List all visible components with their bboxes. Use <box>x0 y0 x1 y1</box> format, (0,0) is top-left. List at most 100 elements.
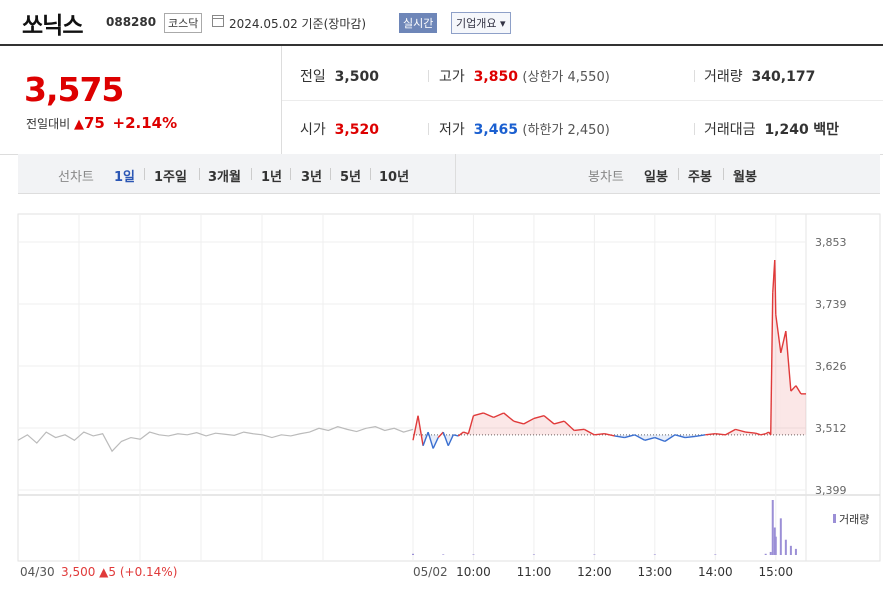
low-label: 저가 <box>439 122 465 138</box>
price-change: 전일대비 ▲75 +2.14% <box>26 114 177 132</box>
volume-bar <box>653 554 656 555</box>
volume-bar <box>794 548 797 555</box>
up-segment <box>563 420 575 431</box>
tab-divider <box>330 168 331 180</box>
down-segment <box>453 434 459 437</box>
up-segment <box>755 432 761 436</box>
fill-segment <box>473 412 484 435</box>
tabs-divider <box>455 154 456 194</box>
volume-value: 340,177 <box>751 69 816 85</box>
up-arrow-icon: ▲ <box>74 117 84 132</box>
up-segment <box>583 428 595 436</box>
tab-daily-candle[interactable]: 일봉 <box>644 170 668 185</box>
tab-5year[interactable]: 5년 <box>340 170 362 185</box>
company-overview-dropdown[interactable]: 기업개요 ▾ <box>451 12 511 34</box>
x-tick-label: 04/30 <box>20 565 55 579</box>
stock-header: 쏘닉스 088280 코스닥 2024.05.02 기준(장마감) 실시간 기업… <box>0 0 883 44</box>
quote-divider <box>281 46 282 154</box>
up-segment <box>715 433 726 436</box>
volume-bar <box>771 500 774 555</box>
volume-bar <box>472 554 475 555</box>
tab-monthly-candle[interactable]: 월봉 <box>733 170 757 185</box>
fill-segment <box>795 385 801 435</box>
y-tick-label: 3,399 <box>815 484 847 497</box>
up-segment <box>770 292 774 435</box>
tab-3month[interactable]: 3개월 <box>208 170 241 185</box>
down-segment <box>447 434 454 447</box>
stock-code: 088280 <box>106 15 157 29</box>
header-divider <box>0 44 883 46</box>
calendar-icon <box>212 15 224 27</box>
tab-1week[interactable]: 1주일 <box>154 170 187 185</box>
up-segment <box>467 415 475 434</box>
x-tick-label: 15:00 <box>758 565 793 579</box>
down-segment <box>427 431 434 449</box>
tab-10year[interactable]: 10년 <box>379 170 410 185</box>
down-segment <box>614 435 625 439</box>
tab-divider <box>723 168 724 180</box>
intraday-price-chart: 3,853 3,739 3,626 3,512 3,399 거래량 04/30 3,500… <box>17 213 881 579</box>
cell-divider <box>428 70 429 82</box>
tab-divider <box>144 168 145 180</box>
down-segment <box>422 431 429 446</box>
y-tick-label: 3,853 <box>815 236 847 249</box>
stock-name: 쏘닉스 <box>22 13 83 39</box>
open-value: 3,520 <box>334 122 379 138</box>
volume-bar <box>769 551 772 555</box>
x-tick-label: 05/02 <box>413 565 448 579</box>
chart-frame <box>17 213 881 562</box>
fill-segment <box>755 433 761 435</box>
open-price: 시가 3,520 <box>300 119 379 139</box>
volume-panel: 거래량 <box>412 500 869 555</box>
prev-day-note: 3,500 ▲5 (+0.14%) <box>61 565 177 579</box>
up-segment <box>574 428 585 432</box>
down-segment <box>654 436 666 443</box>
cell-divider <box>694 123 695 135</box>
x-tick-label: 11:00 <box>517 565 552 579</box>
up-segment <box>417 415 424 446</box>
down-segment <box>695 434 706 438</box>
x-tick-label: 12:00 <box>577 565 612 579</box>
up-segment <box>725 428 736 436</box>
up-segment <box>760 433 766 436</box>
up-segment <box>785 330 792 392</box>
price-lines <box>17 259 806 453</box>
low-value: 3,465 <box>473 122 518 138</box>
quote-date: 2024.05.02 기준(장마감) <box>229 17 367 31</box>
tab-1year[interactable]: 1년 <box>261 170 283 185</box>
tab-weekly-candle[interactable]: 주봉 <box>688 170 712 185</box>
fill-segment <box>493 412 504 435</box>
fill-segment <box>564 421 575 435</box>
up-segment <box>543 415 555 425</box>
up-segment <box>412 415 419 441</box>
current-price: 3,575 <box>24 70 124 109</box>
fill-segment <box>785 331 791 435</box>
y-tick-label: 3,626 <box>815 360 847 373</box>
up-segment <box>745 431 756 434</box>
tab-divider <box>199 168 200 180</box>
tab-1day[interactable]: 1일 <box>114 170 136 185</box>
fill-segment <box>503 412 514 435</box>
fill-segment <box>513 421 524 435</box>
quote-row-divider <box>282 100 883 101</box>
market-badge: 코스닥 <box>164 13 203 33</box>
quote-panel: 3,575 전일대비 ▲75 +2.14% 전일 3,500 고가 3,850 … <box>0 46 883 155</box>
prev-close-label: 전일 <box>300 69 326 85</box>
up-segment <box>483 412 494 418</box>
tab-3year[interactable]: 3년 <box>301 170 323 185</box>
up-segment <box>533 415 545 420</box>
chart-grid <box>17 213 881 562</box>
y-tick-label: 3,739 <box>815 298 847 311</box>
up-segment <box>705 433 716 436</box>
down-segment <box>442 431 449 446</box>
volume-legend-label: 거래량 <box>839 513 869 526</box>
up-segment <box>594 433 605 436</box>
down-segment <box>432 437 439 449</box>
volume-bar <box>773 527 776 555</box>
realtime-button[interactable]: 실시간 <box>399 13 438 33</box>
fill-segment <box>800 393 806 435</box>
fill-segment <box>554 421 565 435</box>
up-segment <box>780 330 787 354</box>
y-axis: 3,853 3,739 3,626 3,512 3,399 <box>815 236 847 497</box>
fill-segment <box>544 415 555 435</box>
